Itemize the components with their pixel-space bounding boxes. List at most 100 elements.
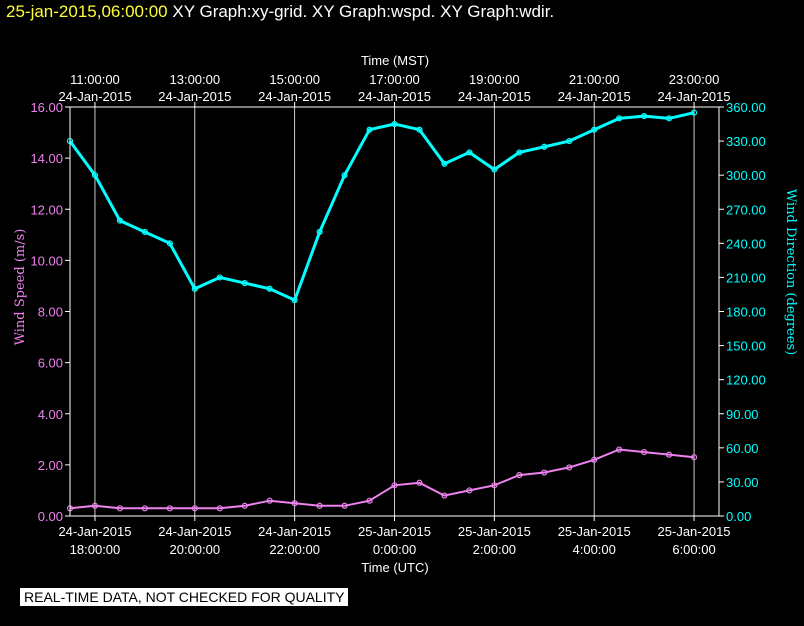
y-right-tick-label: 150.00 <box>726 339 766 354</box>
x-top-tick-date: 24-Jan-2015 <box>458 89 531 104</box>
wind-direction-point <box>466 149 473 156</box>
wind-direction-point <box>516 149 523 156</box>
wind-speed-point <box>566 464 573 471</box>
wind-direction-point <box>316 228 323 236</box>
header-graph-3: XY Graph:wdir. <box>440 2 555 21</box>
y-left-tick-label: 2.00 <box>38 458 63 473</box>
wind-direction-point <box>366 126 373 133</box>
x-top-tick-time: 19:00:00 <box>469 72 520 87</box>
wind-speed-point <box>341 502 348 509</box>
x-bottom-tick-date: 24-Jan-2015 <box>258 524 331 539</box>
wind-speed-point <box>591 456 598 463</box>
y-left-tick-label: 10.00 <box>30 253 63 268</box>
y-right-tick-label: 330.00 <box>726 134 766 149</box>
x-top-tick-time: 17:00:00 <box>369 72 420 87</box>
wind-direction-point <box>391 120 398 128</box>
wind-speed-point <box>266 497 273 504</box>
wind-direction-point <box>141 228 148 236</box>
y-left-tick-label: 12.00 <box>30 202 63 217</box>
wind-speed-point <box>491 482 498 489</box>
x-top-tick-date: 24-Jan-2015 <box>558 89 631 104</box>
y-left-tick-label: 4.00 <box>38 407 63 422</box>
x-top-tick-date: 24-Jan-2015 <box>58 89 131 104</box>
y-left-tick-label: 0.00 <box>38 509 63 524</box>
wind-speed-point <box>641 448 648 456</box>
x-bottom-tick-time: 22:00:00 <box>269 542 320 557</box>
x-bottom-tick-time: 2:00:00 <box>473 542 516 557</box>
wind-speed-point <box>541 469 548 476</box>
quality-disclaimer: REAL-TIME DATA, NOT CHECKED FOR QUALITY <box>20 588 349 606</box>
y-right-tick-label: 0.00 <box>726 509 751 524</box>
y-left-tick-label: 14.00 <box>30 151 63 166</box>
y-right-tick-label: 300.00 <box>726 168 766 183</box>
wind-speed-point <box>291 500 298 507</box>
wind-speed-line <box>69 448 695 510</box>
wind-speed-point <box>91 502 99 509</box>
wind-direction-point <box>241 279 248 287</box>
wind-direction-point <box>166 240 173 247</box>
wind-direction-line <box>68 111 695 303</box>
x-top-tick-time: 13:00:00 <box>170 72 221 87</box>
header-graph-1: XY Graph:xy-grid. <box>172 2 308 21</box>
x-bottom-tick-time: 20:00:00 <box>170 542 221 557</box>
y-left-axis-label: Wind Speed (m/s) <box>13 229 28 346</box>
wind-speed-point <box>416 479 423 486</box>
x-top-tick-time: 11:00:00 <box>70 72 120 87</box>
y-left-tick-label: 16.00 <box>30 100 63 115</box>
y-right-axis-label: Wind Direction (degrees) <box>783 189 798 355</box>
x-top-tick-time: 15:00:00 <box>269 72 320 87</box>
y-right-tick-label: 90.00 <box>726 407 759 422</box>
wind-direction-point <box>191 285 198 292</box>
wind-speed-point <box>441 492 448 499</box>
y-left-tick-label: 8.00 <box>38 305 63 320</box>
wind-direction-point <box>91 172 99 179</box>
x-bottom-tick-date: 25-Jan-2015 <box>458 524 531 539</box>
x-top-tick-date: 24-Jan-2015 <box>658 89 731 104</box>
wind-speed-point <box>391 482 398 489</box>
wind-direction-point <box>341 172 348 179</box>
wind-direction-point <box>591 126 598 133</box>
wind-speed-point <box>366 497 373 504</box>
wind-speed-point <box>241 502 248 509</box>
y-right-tick-label: 360.00 <box>726 100 766 115</box>
x-bottom-tick-date: 25-Jan-2015 <box>658 524 731 539</box>
wind-direction-point <box>491 166 498 173</box>
wind-speed-point <box>166 505 173 512</box>
y-left-tick-label: 6.00 <box>38 356 63 371</box>
graph-header: 25-jan-2015,06:00:00 XY Graph:xy-grid. X… <box>6 2 554 22</box>
header-timestamp: 25-jan-2015,06:00:00 <box>6 2 168 21</box>
wind-speed-point <box>316 502 323 509</box>
wind-speed-point <box>665 451 673 458</box>
y-right-tick-label: 210.00 <box>726 270 766 285</box>
wind-direction-point <box>266 285 273 292</box>
x-top-tick-date: 24-Jan-2015 <box>358 89 431 104</box>
x-bottom-axis-label: Time (UTC) <box>361 560 428 575</box>
wind-direction-point <box>291 297 298 304</box>
x-top-tick-time: 21:00:00 <box>569 72 620 87</box>
x-bottom-tick-date: 25-Jan-2015 <box>558 524 631 539</box>
y-right-tick-label: 30.00 <box>726 475 759 490</box>
x-bottom-tick-date: 24-Jan-2015 <box>158 524 231 539</box>
wind-speed-point <box>616 446 623 453</box>
y-right-tick-label: 270.00 <box>726 202 766 217</box>
y-right-tick-label: 120.00 <box>726 373 766 388</box>
wind-direction-point <box>416 126 423 133</box>
x-bottom-tick-time: 0:00:00 <box>373 542 416 557</box>
header-graph-2: XY Graph:wspd. <box>311 2 436 21</box>
wind-speed-point <box>466 487 473 494</box>
wind-direction-point <box>541 143 548 150</box>
wind-speed-point <box>516 472 523 479</box>
wind-direction-point <box>665 115 673 122</box>
wind-direction-point <box>566 137 573 145</box>
y-right-tick-label: 60.00 <box>726 441 759 456</box>
wind-direction-point <box>616 115 623 122</box>
x-bottom-tick-date: 25-Jan-2015 <box>358 524 431 539</box>
wind-speed-point <box>141 505 148 512</box>
x-bottom-tick-time: 18:00:00 <box>70 542 121 557</box>
x-top-tick-date: 24-Jan-2015 <box>258 89 331 104</box>
x-top-axis-label: Time (MST) <box>361 53 429 68</box>
wind-direction-point <box>216 274 223 281</box>
wind-speed-point <box>116 505 124 512</box>
wind-speed-point <box>690 454 698 461</box>
